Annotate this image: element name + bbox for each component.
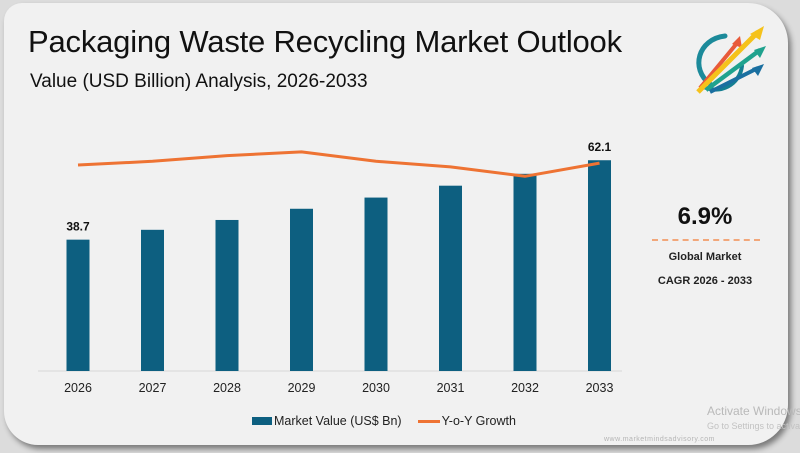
x-tick-label: 2028 (213, 381, 241, 395)
x-tick-label: 2027 (139, 381, 167, 395)
x-tick-label: 2032 (511, 381, 539, 395)
x-tick-label: 2033 (586, 381, 614, 395)
bar-2030 (364, 197, 388, 371)
x-tick-label: 2029 (288, 381, 316, 395)
bar-2027 (141, 229, 164, 371)
cagr-value: 6.9% (677, 203, 733, 230)
bar-2026 (66, 239, 90, 371)
chart-subtitle: Value (USD Billion) Analysis, 2026-2033 (30, 71, 368, 92)
bar-2031 (439, 185, 462, 371)
activate-windows-hint: Go to Settings to activate Windows. (707, 421, 800, 431)
rising-arrows-logo-icon (696, 26, 766, 94)
website-watermark: www.marketmindsadvisory.com (604, 436, 716, 443)
legend-bar-label: Market Value (US$ Bn) (274, 414, 402, 428)
bar-2033 (588, 160, 611, 371)
x-tick-label: 2026 (64, 381, 92, 395)
bar-2028 (215, 219, 239, 371)
legend-line-label: Y-o-Y Growth (441, 414, 516, 428)
legend-bar-swatch (252, 417, 272, 425)
cagr-label-line2: CAGR 2026 - 2033 (657, 275, 753, 287)
bar-data-label: 62.1 (588, 140, 612, 154)
chart-title: Packaging Waste Recycling Market Outlook (28, 24, 622, 59)
legend-line-swatch (417, 419, 440, 423)
cagr-divider (652, 239, 760, 241)
bar-data-label: 38.7 (66, 220, 90, 234)
yoy-growth-line (77, 150, 600, 178)
x-tick-label: 2030 (362, 381, 390, 395)
activate-windows-watermark: Activate Windows (707, 404, 800, 418)
cagr-label-line1: Global Market (668, 251, 742, 263)
bar-2029 (290, 208, 313, 371)
bar-2032 (513, 173, 537, 371)
x-tick-label: 2031 (437, 381, 465, 395)
chart-legend: Market Value (US$ Bn) Y-o-Y Growth (252, 414, 516, 428)
